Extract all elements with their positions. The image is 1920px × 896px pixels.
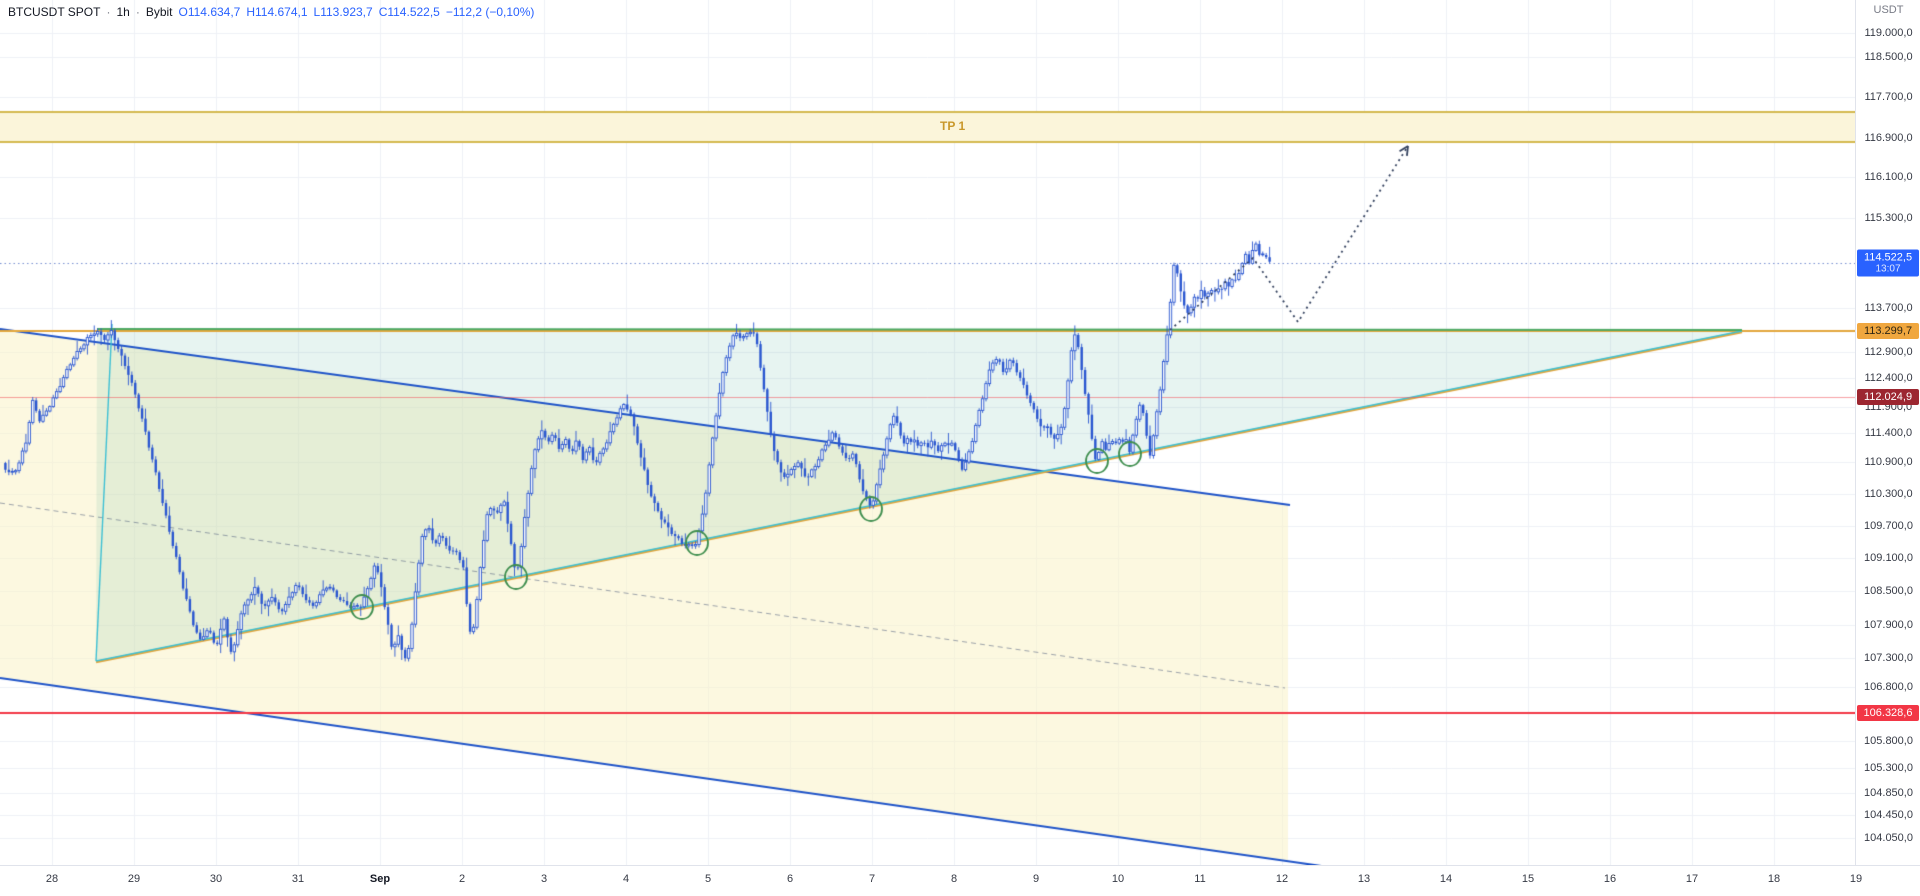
time-axis-label: 2	[458, 873, 466, 885]
ohlc-high: H114.674,1	[246, 5, 308, 19]
ohlc-change: −112,2 (−0,10%)	[445, 5, 535, 19]
price-axis-label: 112.900,0	[1864, 346, 1913, 358]
time-axis-label: 6	[786, 873, 794, 885]
time-axis-label: 18	[1767, 873, 1781, 885]
price-axis-label: 107.300,0	[1864, 652, 1913, 664]
ohlc-open: O114.634,7	[178, 5, 241, 19]
symbol-title[interactable]: BTCUSDT SPOT	[8, 5, 101, 19]
price-axis-label: 118.500,0	[1864, 51, 1913, 63]
time-axis-label: 7	[868, 873, 876, 885]
price-axis-label: 107.900,0	[1864, 619, 1913, 631]
legend-separator: ·	[106, 5, 111, 19]
time-axis-label: 19	[1849, 873, 1863, 885]
time-axis-label: 31	[291, 873, 305, 885]
price-axis-label: 113.700,0	[1864, 302, 1913, 314]
time-axis-label: 29	[127, 873, 141, 885]
price-axis-label: 112.400,0	[1864, 372, 1913, 384]
price-axis-label: 108.500,0	[1864, 585, 1913, 597]
maroon-level-badge: 112.024,9	[1857, 389, 1919, 405]
ohlc-low: L113.923,7	[313, 5, 373, 19]
time-axis-label: 13	[1357, 873, 1371, 885]
time-axis-label: 16	[1603, 873, 1617, 885]
time-axis-label: 10	[1111, 873, 1125, 885]
time-axis-label: 15	[1521, 873, 1535, 885]
ohlc-close: C114.522,5	[378, 5, 440, 19]
price-axis-label: 106.800,0	[1864, 681, 1913, 693]
price-axis-label: 105.300,0	[1864, 762, 1913, 774]
price-axis-unit: USDT	[1873, 4, 1904, 16]
price-axis[interactable]: USDT 119.000,0 118.500,0 117.700,0 116.900,…	[1855, 0, 1920, 865]
price-axis-label: 105.800,0	[1864, 735, 1913, 747]
price-chart-pane[interactable]: BTCUSDT SPOT · 1h · Bybit O114.634,7 H11…	[0, 0, 1855, 865]
price-axis-label: 117.700,0	[1864, 91, 1913, 103]
price-axis-label: 109.100,0	[1864, 552, 1913, 564]
chart-legend: BTCUSDT SPOT · 1h · Bybit O114.634,7 H11…	[8, 5, 534, 19]
legend-separator: ·	[135, 5, 140, 19]
time-axis-label: 3	[540, 873, 548, 885]
price-axis-label: 109.700,0	[1864, 520, 1913, 532]
time-axis-label: 12	[1275, 873, 1289, 885]
time-axis-label: Sep	[369, 873, 391, 885]
time-axis-label: 14	[1439, 873, 1453, 885]
time-axis-label: 9	[1032, 873, 1040, 885]
price-axis-label: 116.900,0	[1864, 132, 1913, 144]
time-axis-label: 4	[622, 873, 630, 885]
price-axis-label: 116.100,0	[1864, 171, 1913, 183]
candlestick-canvas[interactable]	[0, 0, 1855, 865]
tp1-zone-label: TP 1	[940, 119, 966, 133]
price-axis-label: 110.300,0	[1864, 488, 1913, 500]
time-axis-label: 28	[45, 873, 59, 885]
price-axis-label: 104.850,0	[1864, 787, 1913, 799]
price-axis-label: 115.300,0	[1864, 212, 1913, 224]
time-axis-label: 11	[1194, 873, 1206, 885]
time-axis-label: 8	[950, 873, 958, 885]
timeframe-label[interactable]: 1h	[116, 5, 130, 19]
price-axis-label: 111.400,0	[1864, 427, 1913, 439]
time-axis-label: 17	[1685, 873, 1699, 885]
time-axis[interactable]: 28 29 30 31 Sep 2 3 4 5 6 7 8 9 10 11 12 13 14 15 16 17 18 19	[0, 865, 1920, 896]
last-price-badge: 114.522,5 13:07	[1857, 249, 1919, 277]
price-axis-label: 104.450,0	[1864, 809, 1913, 821]
red-alert-badge: 106.328,6	[1857, 705, 1919, 721]
price-axis-label: 110.900,0	[1864, 456, 1913, 468]
time-axis-label: 30	[209, 873, 223, 885]
exchange-label: Bybit	[145, 5, 173, 19]
time-axis-label: 5	[704, 873, 712, 885]
gold-level-badge: 113.299,7	[1857, 323, 1919, 339]
price-axis-label: 104.050,0	[1864, 832, 1913, 844]
price-axis-label: 119.000,0	[1864, 27, 1913, 39]
